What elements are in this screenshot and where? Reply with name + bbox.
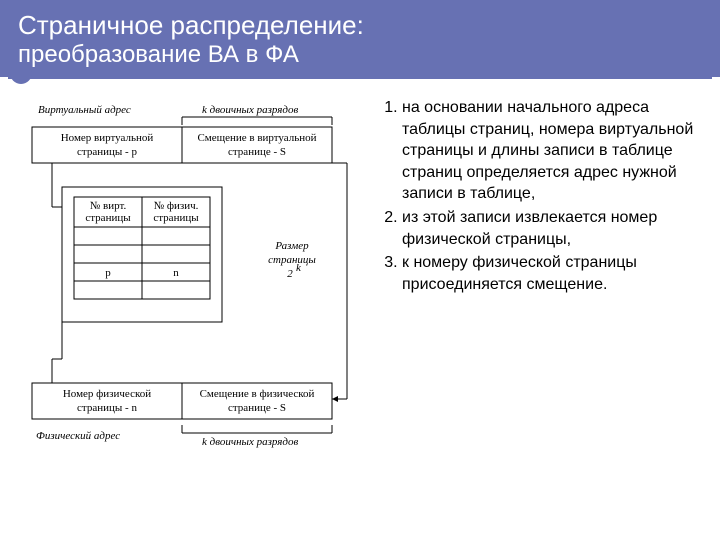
vp-number-text1: Номер виртуальной xyxy=(61,132,154,144)
diagram-area: Виртуальный адрес k двоичных разрядов Но… xyxy=(0,91,370,519)
physical-address-label: Физический адрес xyxy=(36,430,120,442)
header-title-line2: преобразование ВА в ФА xyxy=(18,41,702,69)
content-row: Виртуальный адрес k двоичных разрядов Но… xyxy=(0,91,720,519)
tbl-h1-l2: страницы xyxy=(85,212,131,224)
vp-number-text2: страницы - p xyxy=(77,146,137,158)
pp-number-text2: страницы - n xyxy=(77,402,137,414)
page-size-l3: 2 xyxy=(287,268,293,280)
pp-offset-text2: странице - S xyxy=(228,402,286,414)
pp-number-text1: Номер физической xyxy=(63,388,151,400)
page-size-l1: Размер xyxy=(274,240,309,252)
k-bits-bot-label: k двоичных разрядов xyxy=(202,436,298,448)
tbl-h2-l1: № физич. xyxy=(154,200,199,212)
step-item: из этой записи извлекается номер физичес… xyxy=(402,207,702,250)
step-item: на основании начального адреса таблицы с… xyxy=(402,97,702,205)
k-bits-top-label: k двоичных разрядов xyxy=(202,104,298,116)
vp-offset-text2: странице - S xyxy=(228,146,286,158)
steps-list: на основании начального адреса таблицы с… xyxy=(380,97,702,295)
step-item: к номеру физической страницы присоединяе… xyxy=(402,252,702,295)
header-bullet-icon xyxy=(10,62,32,84)
page-size-l2: страницы xyxy=(268,254,316,266)
tbl-p: p xyxy=(105,267,111,279)
tbl-n: n xyxy=(173,267,179,279)
virtual-address-label: Виртуальный адрес xyxy=(38,104,131,116)
vp-offset-text1: Смещение в виртуальной xyxy=(197,132,316,144)
pp-offset-text1: Смещение в физической xyxy=(200,388,315,400)
slide-header: Страничное распределение: преобразование… xyxy=(0,0,720,77)
header-title-line1: Страничное распределение: xyxy=(18,10,702,41)
header-underline xyxy=(8,77,712,79)
steps-column: на основании начального адреса таблицы с… xyxy=(370,91,720,519)
address-diagram: Виртуальный адрес k двоичных разрядов Но… xyxy=(12,99,372,519)
tbl-h2-l2: страницы xyxy=(153,212,199,224)
tbl-h1-l1: № вирт. xyxy=(90,200,127,212)
